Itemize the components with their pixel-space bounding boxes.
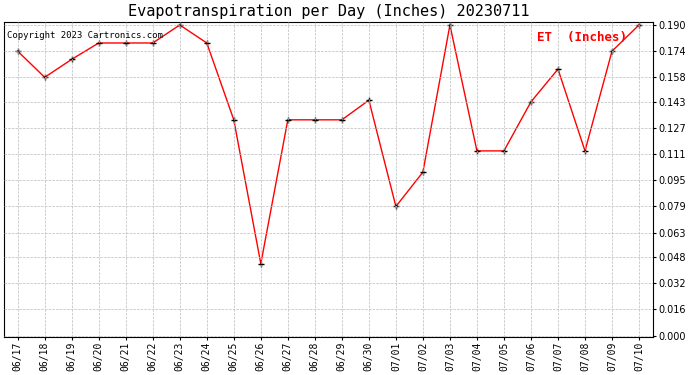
Text: Copyright 2023 Cartronics.com: Copyright 2023 Cartronics.com [8, 31, 164, 40]
Title: Evapotranspiration per Day (Inches) 20230711: Evapotranspiration per Day (Inches) 2023… [128, 4, 529, 19]
Text: ET  (Inches): ET (Inches) [537, 31, 627, 44]
